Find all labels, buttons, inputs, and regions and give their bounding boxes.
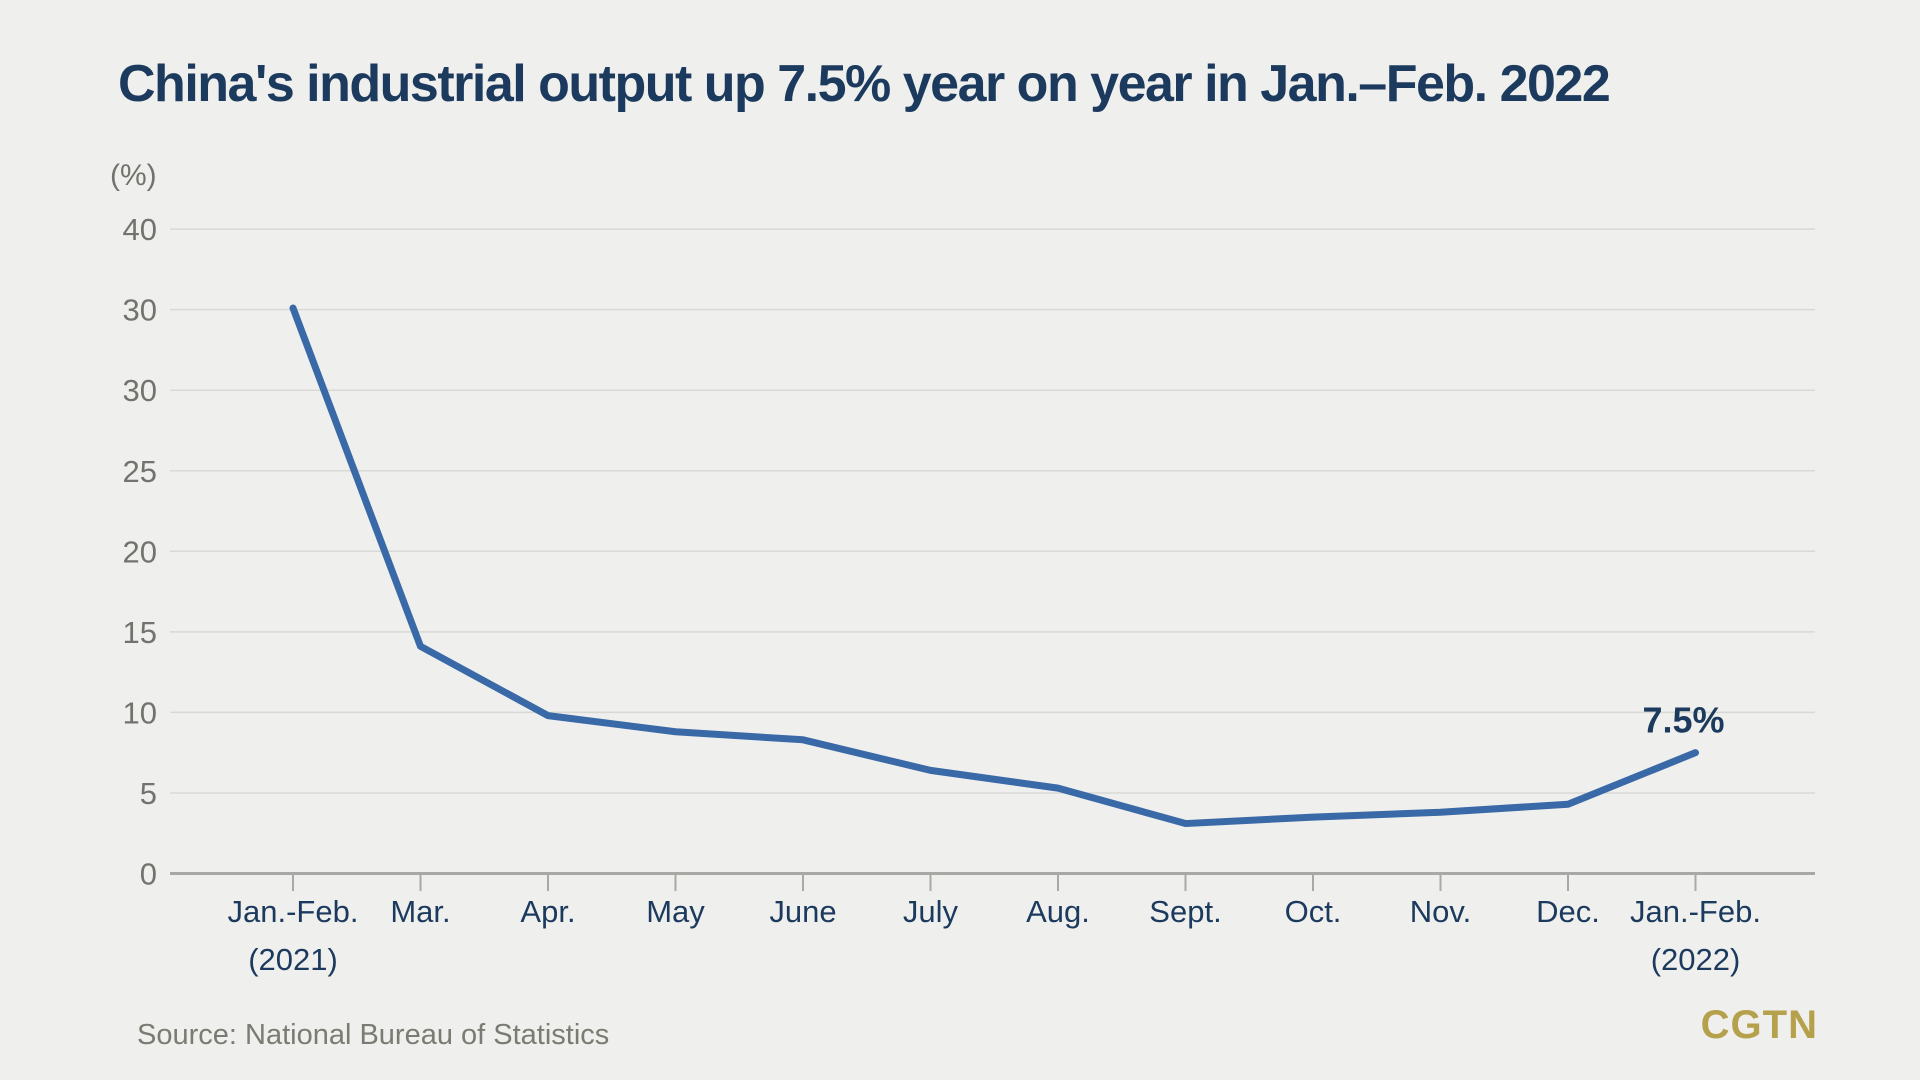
y-tick-label: 30 bbox=[123, 293, 157, 328]
y-tick-label: 20 bbox=[123, 534, 157, 569]
chart-title: China's industrial output up 7.5% year o… bbox=[118, 55, 1611, 113]
x-tick-label: Dec. bbox=[1536, 894, 1600, 929]
x-tick-label: Jan.-Feb. (2022) bbox=[1630, 894, 1761, 977]
x-tick-label: May bbox=[646, 894, 705, 929]
y-tick-label: 30 bbox=[123, 373, 157, 408]
y-tick-label: 0 bbox=[140, 857, 157, 892]
cgtn-logo: CGTN bbox=[1700, 1003, 1818, 1047]
x-tick-label: Oct. bbox=[1285, 894, 1342, 929]
x-tick-label: Sept. bbox=[1149, 894, 1221, 929]
y-axis-unit-label: (%) bbox=[110, 159, 157, 192]
x-axis-ticks bbox=[292, 875, 1697, 891]
source-credit: Source: National Bureau of Statistics bbox=[137, 1019, 610, 1051]
y-axis-labels: 40 30 30 25 20 15 10 5 0 bbox=[123, 212, 157, 891]
value-annotation: 7.5% bbox=[1642, 700, 1724, 741]
y-tick-label: 40 bbox=[123, 212, 157, 247]
x-tick-label: July bbox=[903, 894, 959, 929]
y-tick-label: 10 bbox=[123, 695, 157, 730]
x-tick-label: June bbox=[769, 894, 836, 929]
x-tick-label: Apr. bbox=[520, 894, 575, 929]
data-line bbox=[289, 304, 1699, 828]
x-tick-label: Jan.-Feb. (2021) bbox=[228, 894, 359, 977]
x-tick-label: Nov. bbox=[1410, 894, 1471, 929]
gridlines bbox=[170, 228, 1815, 794]
value-annotation-group: 7.5% bbox=[1642, 700, 1724, 741]
data-line-group bbox=[289, 304, 1699, 828]
y-tick-label: 5 bbox=[140, 776, 157, 811]
x-tick-label: Aug. bbox=[1026, 894, 1090, 929]
x-axis-labels: Jan.-Feb. (2021) Mar. Apr. May June July Aug. Se… bbox=[228, 894, 1761, 977]
y-tick-label: 25 bbox=[123, 454, 157, 489]
x-tick-label: Mar. bbox=[390, 894, 450, 929]
y-tick-label: 15 bbox=[123, 615, 157, 650]
